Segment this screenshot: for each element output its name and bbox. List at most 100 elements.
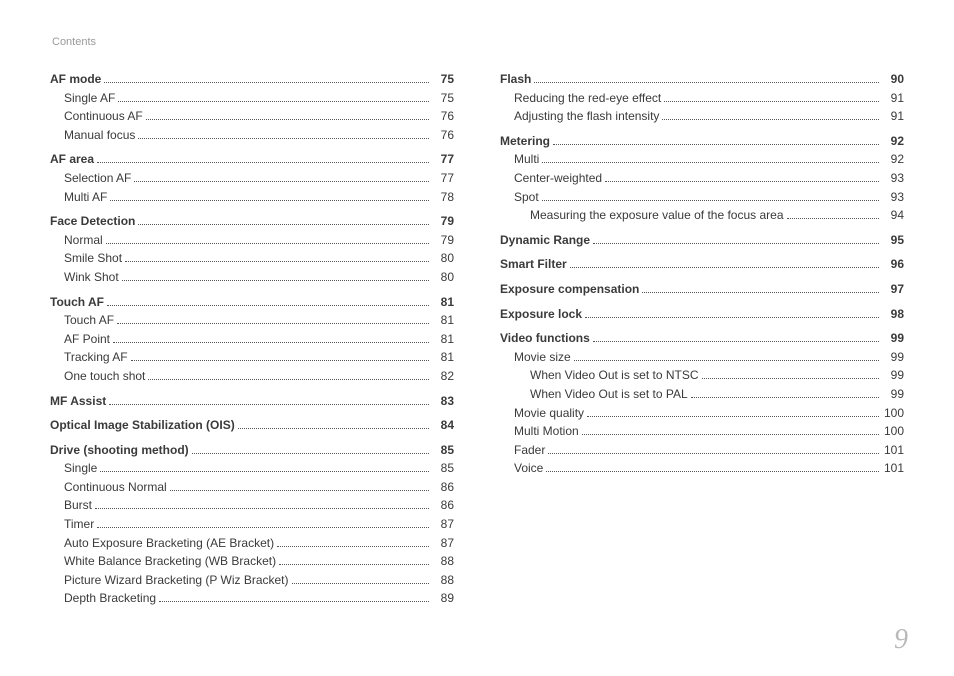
toc-entry[interactable]: Adjusting the flash intensity 91: [500, 107, 904, 126]
toc-page: 81: [432, 330, 454, 349]
toc-entry[interactable]: Continuous Normal86: [50, 478, 454, 497]
toc-entry[interactable]: Multi92: [500, 150, 904, 169]
toc-page: 88: [432, 552, 454, 571]
toc-leader-dots: [110, 200, 429, 201]
toc-leader-dots: [106, 243, 429, 244]
toc-page: 87: [432, 515, 454, 534]
toc-entry[interactable]: Timer 87: [50, 515, 454, 534]
toc-entry[interactable]: Manual focus76: [50, 126, 454, 145]
toc-entry[interactable]: Smile Shot80: [50, 249, 454, 268]
toc-leader-dots: [546, 471, 879, 472]
toc-entry[interactable]: Normal79: [50, 231, 454, 250]
toc-entry[interactable]: Exposure lock98: [500, 305, 904, 324]
toc-label: Multi Motion: [500, 422, 579, 441]
toc-entry[interactable]: Dynamic Range 95: [500, 231, 904, 250]
toc-left-column: AF mode75Single AF75Continuous AF76Manua…: [50, 70, 454, 608]
toc-entry[interactable]: Wink Shot80: [50, 268, 454, 287]
toc-page: 101: [882, 459, 904, 478]
toc-label: Continuous AF: [50, 107, 143, 126]
toc-label: AF area: [50, 150, 94, 169]
toc-label: Movie quality: [500, 404, 584, 423]
toc-page: 85: [432, 441, 454, 460]
toc-page: 77: [432, 150, 454, 169]
toc-label: Flash: [500, 70, 531, 89]
toc-leader-dots: [542, 162, 879, 163]
toc-page: 86: [432, 496, 454, 515]
toc-entry[interactable]: Selection AF 77: [50, 169, 454, 188]
toc-entry[interactable]: One touch shot 82: [50, 367, 454, 386]
toc-label: Voice: [500, 459, 543, 478]
toc-leader-dots: [159, 601, 429, 602]
toc-page: 91: [882, 89, 904, 108]
toc-leader-dots: [534, 82, 879, 83]
toc-page: 90: [882, 70, 904, 89]
toc-entry[interactable]: Burst 86: [50, 496, 454, 515]
toc-entry[interactable]: When Video Out is set to PAL 99: [500, 385, 904, 404]
toc-entry[interactable]: Movie size99: [500, 348, 904, 367]
toc-page: 99: [882, 366, 904, 385]
toc-entry[interactable]: AF area 77: [50, 150, 454, 169]
toc-entry[interactable]: AF mode75: [50, 70, 454, 89]
toc-leader-dots: [192, 453, 429, 454]
toc-entry[interactable]: Touch AF81: [50, 311, 454, 330]
toc-page: 76: [432, 107, 454, 126]
toc-label: Smart Filter: [500, 255, 567, 274]
toc-leader-dots: [97, 527, 429, 528]
contents-header: Contents: [52, 36, 904, 48]
toc-entry[interactable]: Multi Motion 100: [500, 422, 904, 441]
toc-entry[interactable]: Exposure compensation97: [500, 280, 904, 299]
toc-entry[interactable]: AF Point81: [50, 330, 454, 349]
toc-entry[interactable]: White Balance Bracketing (WB Bracket)88: [50, 552, 454, 571]
toc-page: 99: [882, 329, 904, 348]
toc-leader-dots: [585, 317, 879, 318]
toc-entry[interactable]: Flash 90: [500, 70, 904, 89]
toc-leader-dots: [238, 428, 429, 429]
toc-entry[interactable]: Single85: [50, 459, 454, 478]
toc-entry[interactable]: Optical Image Stabilization (OIS) 84: [50, 416, 454, 435]
toc-entry[interactable]: Center-weighted 93: [500, 169, 904, 188]
toc-page: 96: [882, 255, 904, 274]
toc-entry[interactable]: Smart Filter 96: [500, 255, 904, 274]
toc-entry[interactable]: Fader 101: [500, 441, 904, 460]
toc-label: Timer: [50, 515, 94, 534]
toc-page: 83: [432, 392, 454, 411]
toc-entry[interactable]: Measuring the exposure value of the focu…: [500, 206, 904, 225]
toc-entry[interactable]: Video functions 99: [500, 329, 904, 348]
toc-label: Video functions: [500, 329, 590, 348]
toc-entry[interactable]: Drive (shooting method) 85: [50, 441, 454, 460]
toc-page: 75: [432, 70, 454, 89]
toc-entry[interactable]: Multi AF78: [50, 188, 454, 207]
toc-label: Center-weighted: [500, 169, 602, 188]
toc-leader-dots: [574, 360, 879, 361]
toc-entry[interactable]: Face Detection 79: [50, 212, 454, 231]
toc-entry[interactable]: MF Assist 83: [50, 392, 454, 411]
toc-entry[interactable]: Tracking AF81: [50, 348, 454, 367]
toc-entry[interactable]: When Video Out is set to NTSC 99: [500, 366, 904, 385]
toc-page: 89: [432, 589, 454, 608]
toc-label: Spot: [500, 188, 539, 207]
toc-page: 86: [432, 478, 454, 497]
toc-leader-dots: [146, 119, 429, 120]
toc-entry[interactable]: Spot93: [500, 188, 904, 207]
toc-label: Multi: [500, 150, 539, 169]
toc-leader-dots: [117, 323, 429, 324]
toc-label: Normal: [50, 231, 103, 250]
toc-label: Manual focus: [50, 126, 135, 145]
toc-entry[interactable]: Single AF75: [50, 89, 454, 108]
toc-entry[interactable]: Continuous AF 76: [50, 107, 454, 126]
toc-leader-dots: [642, 292, 879, 293]
toc-entry[interactable]: Depth Bracketing 89: [50, 589, 454, 608]
toc-leader-dots: [548, 453, 879, 454]
toc-leader-dots: [97, 162, 429, 163]
toc-entry[interactable]: Picture Wizard Bracketing (P Wiz Bracket…: [50, 571, 454, 590]
toc-label: Picture Wizard Bracketing (P Wiz Bracket…: [50, 571, 289, 590]
toc-page: 81: [432, 293, 454, 312]
toc-leader-dots: [279, 564, 429, 565]
toc-entry[interactable]: Touch AF81: [50, 293, 454, 312]
toc-entry[interactable]: Voice 101: [500, 459, 904, 478]
toc-label: Burst: [50, 496, 92, 515]
toc-entry[interactable]: Reducing the red-eye effect91: [500, 89, 904, 108]
toc-entry[interactable]: Movie quality 100: [500, 404, 904, 423]
toc-entry[interactable]: Metering92: [500, 132, 904, 151]
toc-entry[interactable]: Auto Exposure Bracketing (AE Bracket)87: [50, 534, 454, 553]
